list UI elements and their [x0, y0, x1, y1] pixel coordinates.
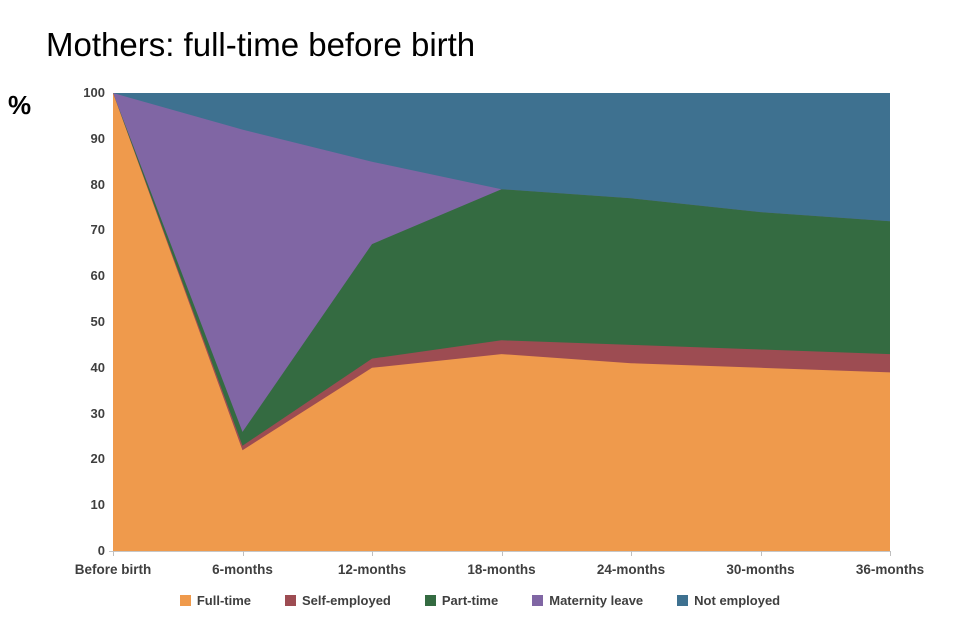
legend-swatch-full-time — [179, 595, 191, 606]
legend-item-part-time: Part-time — [424, 593, 499, 608]
stacked-area-chart — [113, 93, 890, 551]
legend-swatch-not-employed — [677, 595, 689, 606]
x-tick-mark — [372, 551, 373, 556]
y-tick-label-20: 20 — [90, 451, 105, 467]
x-axis-label-before-birth: Before birth — [74, 562, 152, 577]
legend-item-maternity-leave: Maternity leave — [532, 593, 643, 608]
legend-item-self-employed: Self-employed — [285, 593, 391, 608]
x-tick-mark — [631, 551, 632, 556]
y-tick-label-90: 90 — [90, 130, 105, 146]
x-axis-label-24-months: 24-months — [596, 562, 666, 577]
x-tick-mark — [242, 551, 244, 556]
y-tick-label-30: 30 — [90, 405, 105, 421]
legend-swatch-self-employed — [285, 595, 297, 606]
x-tick-mark — [890, 551, 891, 556]
legend-label-part-time: Part-time — [441, 593, 499, 608]
area-full-time — [113, 93, 890, 551]
plot-area — [113, 93, 890, 551]
legend-label-self-employed: Self-employed — [302, 593, 391, 608]
y-axis-unit-label: % — [8, 90, 32, 120]
legend-swatch-maternity-leave — [532, 595, 544, 606]
chart-title: Mothers: full-time before birth — [46, 26, 476, 63]
y-tick-label-60: 60 — [90, 268, 105, 284]
y-tick-label-70: 70 — [90, 222, 105, 238]
x-tick-mark — [760, 551, 762, 556]
x-axis-label-36-months: 36-months — [855, 562, 925, 577]
y-tick-label-0: 0 — [97, 543, 105, 558]
x-axis-line — [109, 551, 891, 552]
x-tick-mark — [501, 551, 503, 556]
y-tick-label-50: 50 — [90, 314, 105, 329]
legend-label-maternity-leave: Maternity leave — [549, 593, 644, 608]
x-tick-mark — [113, 551, 114, 556]
y-tick-label-40: 40 — [90, 359, 105, 375]
legend-item-full-time: Full-time — [179, 593, 252, 608]
legend: Full-time Self-employed Part-time Maternity… — [0, 593, 960, 608]
y-tick-label-80: 80 — [90, 176, 105, 192]
x-axis-label-18-months: 18-months — [467, 562, 536, 577]
legend-swatch-part-time — [424, 595, 436, 606]
x-axis-label-12-months: 12-months — [337, 562, 407, 577]
legend-label-full-time: Full-time — [196, 593, 252, 608]
legend-item-not-employed: Not employed — [677, 593, 780, 608]
x-axis-label-6-months: 6-months — [212, 562, 273, 577]
y-tick-label-100: 100 — [83, 85, 105, 100]
x-axis-label-30-months: 30-months — [726, 562, 795, 577]
y-tick-label-10: 10 — [90, 497, 105, 513]
legend-label-not-employed: Not employed — [694, 593, 781, 608]
